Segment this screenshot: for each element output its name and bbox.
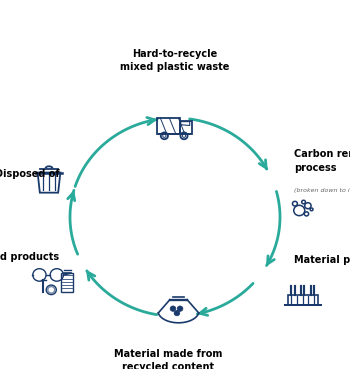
Text: Finished products: Finished products — [0, 252, 60, 262]
Text: Material made from
recycled content: Material made from recycled content — [114, 349, 222, 369]
Text: Disposed of: Disposed of — [0, 169, 60, 179]
Circle shape — [174, 310, 180, 316]
Text: Carbon renewal process: Carbon renewal process — [62, 10, 288, 28]
Text: Hard-to-recycle
mixed plastic waste: Hard-to-recycle mixed plastic waste — [120, 49, 230, 72]
Text: Material production: Material production — [294, 255, 350, 265]
Text: Carbon renewal
process: Carbon renewal process — [294, 149, 350, 173]
Text: (broken down to its basic monomers): (broken down to its basic monomers) — [294, 188, 350, 193]
Circle shape — [170, 306, 176, 311]
Circle shape — [177, 306, 183, 311]
